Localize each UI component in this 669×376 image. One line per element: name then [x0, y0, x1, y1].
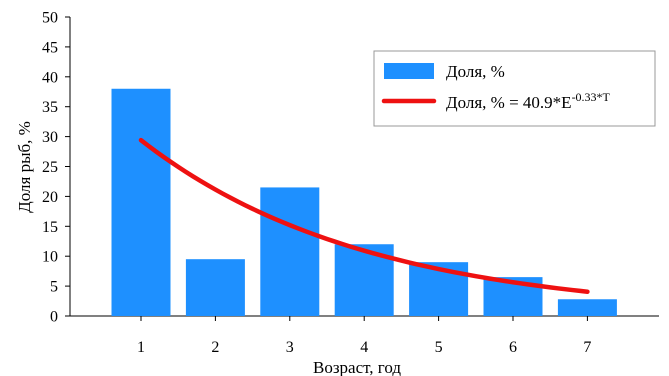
x-tick-label: 1 [137, 339, 145, 356]
y-tick-label: 5 [50, 279, 58, 296]
legend: Доля, % Доля, % = 40.9*E-0.33*T [373, 50, 656, 127]
x-tick-label: 5 [435, 339, 443, 356]
x-tick-label: 3 [286, 339, 294, 356]
legend-box [373, 50, 656, 127]
x-axis-ticks: 1 2 3 4 5 6 7 [137, 316, 591, 356]
y-tick-label: 20 [42, 189, 58, 206]
y-tick-label: 50 [42, 10, 58, 27]
x-tick-label: 7 [583, 339, 591, 356]
bar [111, 88, 171, 316]
y-tick-label: 10 [42, 249, 58, 266]
bar [557, 299, 617, 316]
legend-trend-label: Доля, % = 40.9*E-0.33*T [446, 90, 611, 112]
y-tick-label: 45 [42, 39, 58, 56]
y-axis-title: Доля рыб, % [15, 121, 34, 213]
x-tick-label: 6 [509, 339, 517, 356]
x-axis-title: Возраст, год [313, 358, 401, 376]
legend-bar-label: Доля, % [446, 62, 505, 81]
y-tick-label: 35 [42, 99, 58, 116]
legend-trend-exponent: -0.33*T [572, 90, 611, 104]
y-tick-label: 15 [42, 219, 58, 236]
bar [185, 259, 245, 316]
y-tick-label: 30 [42, 129, 58, 146]
y-tick-label: 40 [42, 69, 58, 86]
legend-bar-swatch [384, 63, 434, 79]
bar [260, 187, 320, 316]
x-tick-label: 2 [211, 339, 219, 356]
y-tick-label: 0 [50, 309, 58, 326]
y-axis-ticks: 0 5 10 15 20 25 30 35 40 45 50 [42, 10, 70, 326]
y-tick-label: 25 [42, 159, 58, 176]
trend-line [138, 137, 590, 294]
legend-trend-equation: Доля, % = 40.9*E [446, 93, 572, 112]
x-tick-label: 4 [360, 339, 368, 356]
